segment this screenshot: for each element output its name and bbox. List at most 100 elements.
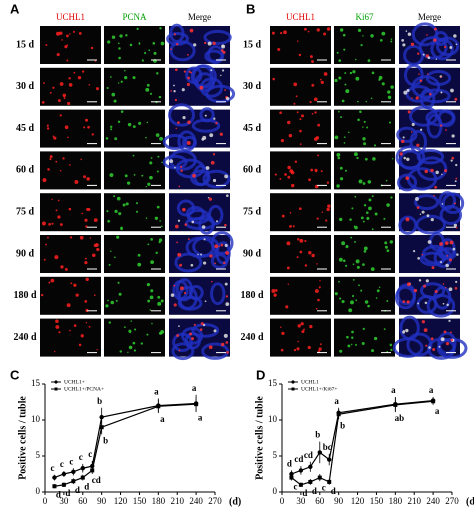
micrograph (270, 109, 331, 148)
legend-marker (291, 387, 295, 391)
point (298, 482, 303, 487)
cell (390, 85, 394, 89)
significance-letter: c (88, 449, 92, 459)
cell (67, 136, 69, 139)
cell (295, 95, 298, 98)
cell (438, 345, 441, 348)
cell (85, 321, 88, 324)
cell (342, 33, 346, 37)
cell (183, 70, 187, 73)
x-tick-label: 210 (170, 496, 184, 506)
cell (406, 89, 410, 93)
cell (220, 243, 224, 247)
cell (189, 28, 194, 33)
cell (219, 132, 223, 136)
point (317, 475, 322, 480)
cell (209, 133, 214, 138)
cell (161, 161, 163, 164)
cell (210, 160, 215, 165)
image-bg (104, 67, 165, 106)
significance-letter: cd (304, 450, 313, 460)
cell (449, 240, 454, 245)
point (99, 425, 104, 430)
cell (297, 324, 301, 328)
cell (296, 256, 299, 259)
cell (401, 39, 405, 42)
cell (279, 31, 283, 35)
series-line (291, 400, 434, 486)
tubule (181, 135, 198, 150)
cell (170, 293, 175, 297)
cell (213, 117, 216, 120)
micrograph (392, 315, 468, 360)
cell (326, 27, 331, 31)
cell (345, 264, 348, 267)
micrograph (270, 276, 331, 315)
cell (70, 282, 73, 285)
x-tick-label: 90 (97, 496, 107, 506)
cell (186, 82, 190, 87)
cell (301, 114, 304, 118)
cell (299, 118, 302, 121)
cell (390, 196, 393, 199)
cell (391, 158, 394, 160)
significance-letter: d (302, 488, 307, 498)
micrograph (398, 191, 465, 235)
cell (212, 153, 216, 156)
tubule (411, 75, 441, 99)
cell (183, 291, 187, 295)
cell (362, 263, 365, 266)
cell (320, 80, 324, 85)
cell (349, 218, 352, 221)
cell (57, 199, 60, 202)
cell (117, 281, 120, 284)
cell (111, 35, 116, 39)
cell (180, 165, 183, 168)
cell (411, 97, 413, 99)
significance-letter: c (69, 456, 73, 466)
cell (110, 300, 115, 305)
cell (454, 287, 458, 290)
cell (223, 333, 228, 338)
significance-letter: b (315, 430, 320, 440)
cell (376, 289, 380, 293)
cell (339, 217, 343, 222)
cell (327, 204, 331, 208)
cell (222, 50, 226, 54)
micrograph (270, 193, 331, 232)
cell (323, 32, 327, 36)
cell (169, 159, 174, 164)
image-bg (334, 193, 395, 232)
point (99, 414, 104, 420)
cell (73, 283, 77, 287)
cell (146, 333, 149, 336)
micrograph (334, 235, 395, 273)
cell (419, 128, 423, 131)
tubule (438, 191, 457, 211)
cell (289, 224, 292, 228)
cell (140, 342, 143, 345)
cell (132, 125, 136, 129)
image-bg (40, 109, 101, 148)
significance-letter: b (103, 435, 108, 445)
micrograph (334, 151, 395, 190)
point (393, 402, 398, 407)
cell (440, 76, 443, 78)
micrograph (334, 67, 395, 106)
significance-letter: cd (92, 475, 101, 485)
cell (205, 166, 210, 170)
cell (212, 178, 217, 183)
significance-letter: d (331, 486, 336, 496)
micrograph (169, 64, 236, 106)
cell (432, 348, 436, 351)
cell (287, 175, 291, 179)
micrograph (334, 26, 395, 64)
cell (419, 213, 422, 215)
cell (64, 45, 68, 49)
cell (431, 266, 435, 270)
micrograph (104, 235, 165, 273)
significance-letter: c (322, 482, 326, 492)
cell (84, 261, 88, 265)
cell (181, 88, 185, 92)
cell (113, 195, 116, 198)
